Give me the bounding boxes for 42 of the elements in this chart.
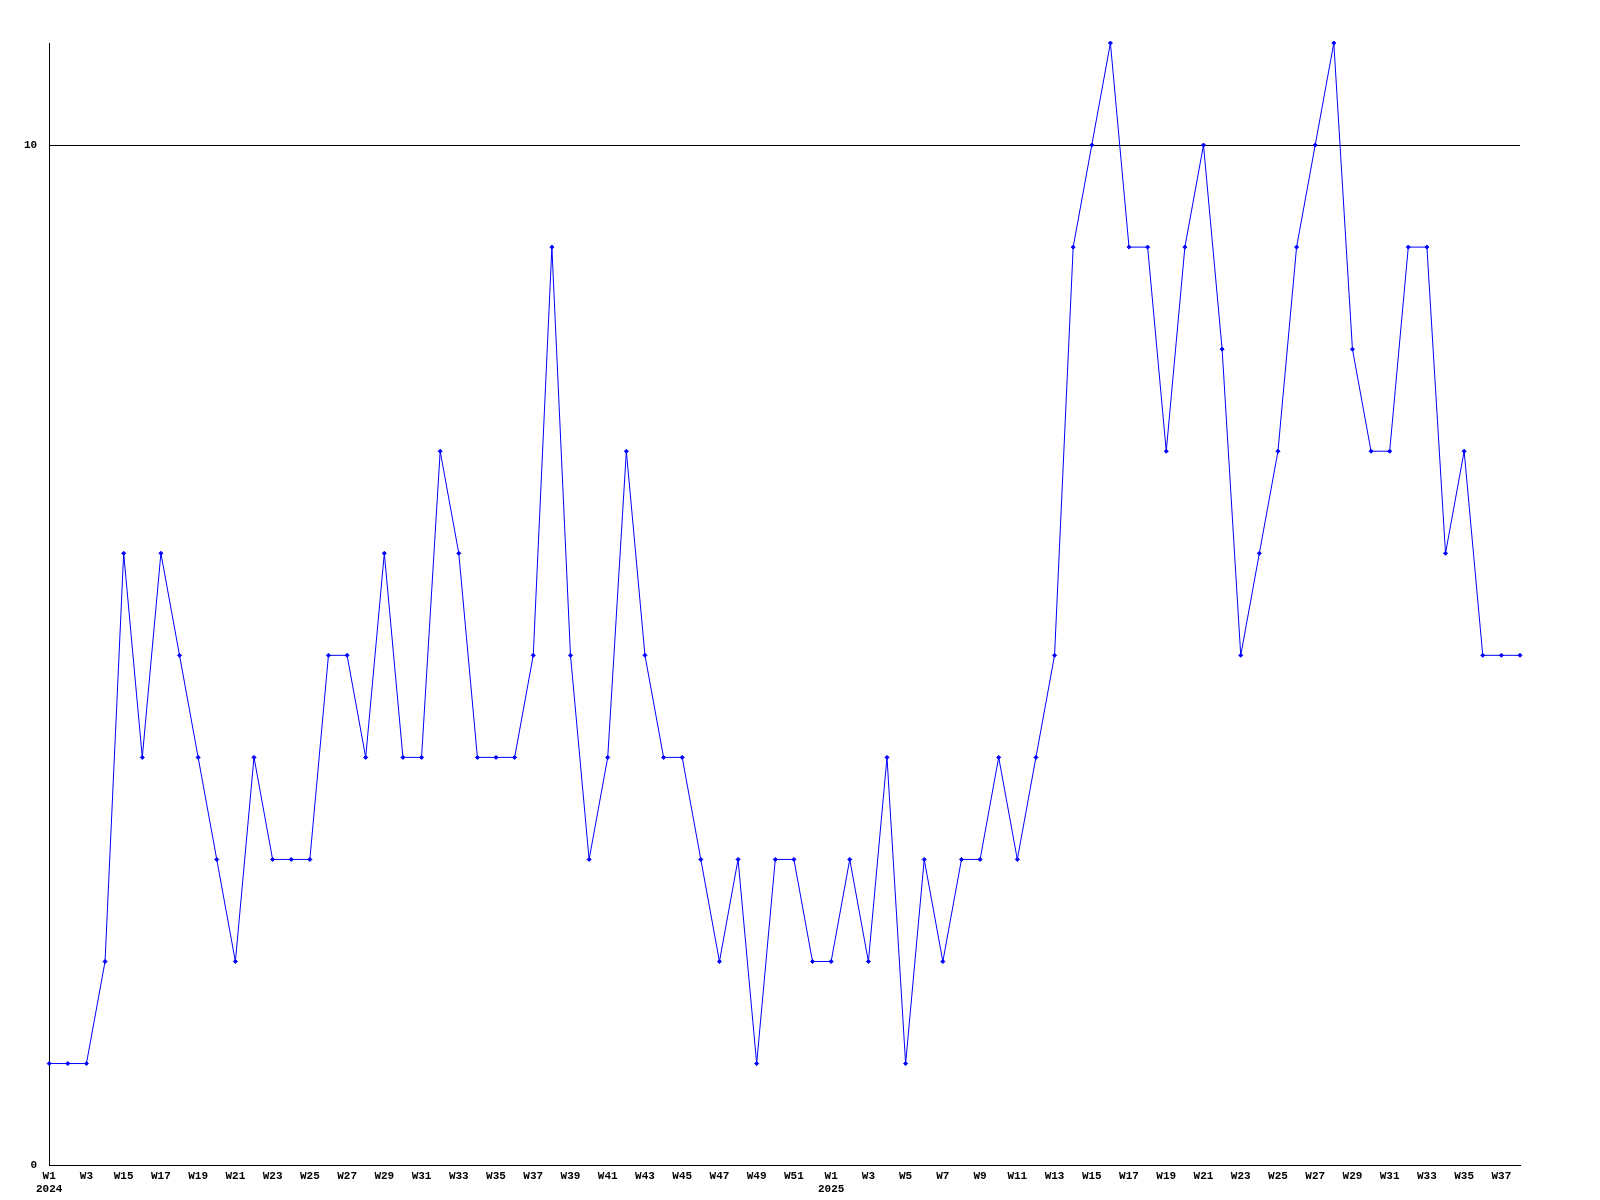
x-tick-label: W19 [188,1169,209,1182]
x-tick-label: W25 [1268,1169,1289,1182]
x-tick-label: W11 [1007,1169,1028,1182]
x-tick-label: W45 [672,1169,693,1182]
x-tick-label: W7 [936,1169,950,1182]
x-tick-label: W13 [1044,1169,1065,1182]
x-tick-label: W31 [411,1169,432,1182]
x-tick-label: W29 [374,1169,395,1182]
x-tick-label: W47 [709,1169,730,1182]
x-tick-label: W31 [1379,1169,1400,1182]
x-tick-label: W3 [861,1169,876,1182]
x-tick-label: W37 [523,1169,544,1182]
x-tick-label: W49 [746,1169,767,1182]
x-tick-label: W3 [79,1169,94,1182]
x-tick-label: W27 [337,1169,357,1182]
x-tick-label: W51 [784,1169,805,1182]
x-tick-label: W25 [299,1169,321,1182]
x-tick-label: W1 2024 [36,1169,63,1196]
x-tick-label: W17 [151,1169,171,1182]
x-tick-label: W33 [1417,1169,1438,1182]
x-tick-label: W15 [1081,1169,1103,1182]
x-tick-label: W29 [1342,1169,1363,1182]
x-tick-label: W21 [225,1169,246,1182]
y-tick-label: 10 [24,138,38,151]
x-tick-label: W9 [973,1169,987,1182]
y-tick-label: 0 [30,1159,38,1172]
x-tick-label: W19 [1156,1169,1177,1182]
x-tick-label: W39 [560,1169,581,1182]
x-tick-label: W35 [486,1169,507,1182]
x-tick-label: W5 [899,1169,913,1182]
x-tick-label: W41 [597,1169,619,1182]
x-tick-label: W43 [635,1169,656,1182]
x-tick-label: W17 [1119,1169,1139,1182]
x-tick-label: W33 [448,1169,470,1182]
x-tick-label: W15 [113,1169,134,1182]
x-tick-label: W27 [1305,1169,1326,1182]
x-tick-label: W37 [1491,1169,1512,1182]
x-tick-label: W21 [1193,1169,1214,1182]
x-tick-label: W35 [1454,1169,1475,1182]
x-tick-label: W23 [262,1169,283,1182]
x-tick-label: W1 2025 [817,1169,845,1196]
x-tick-label: W23 [1230,1169,1252,1182]
